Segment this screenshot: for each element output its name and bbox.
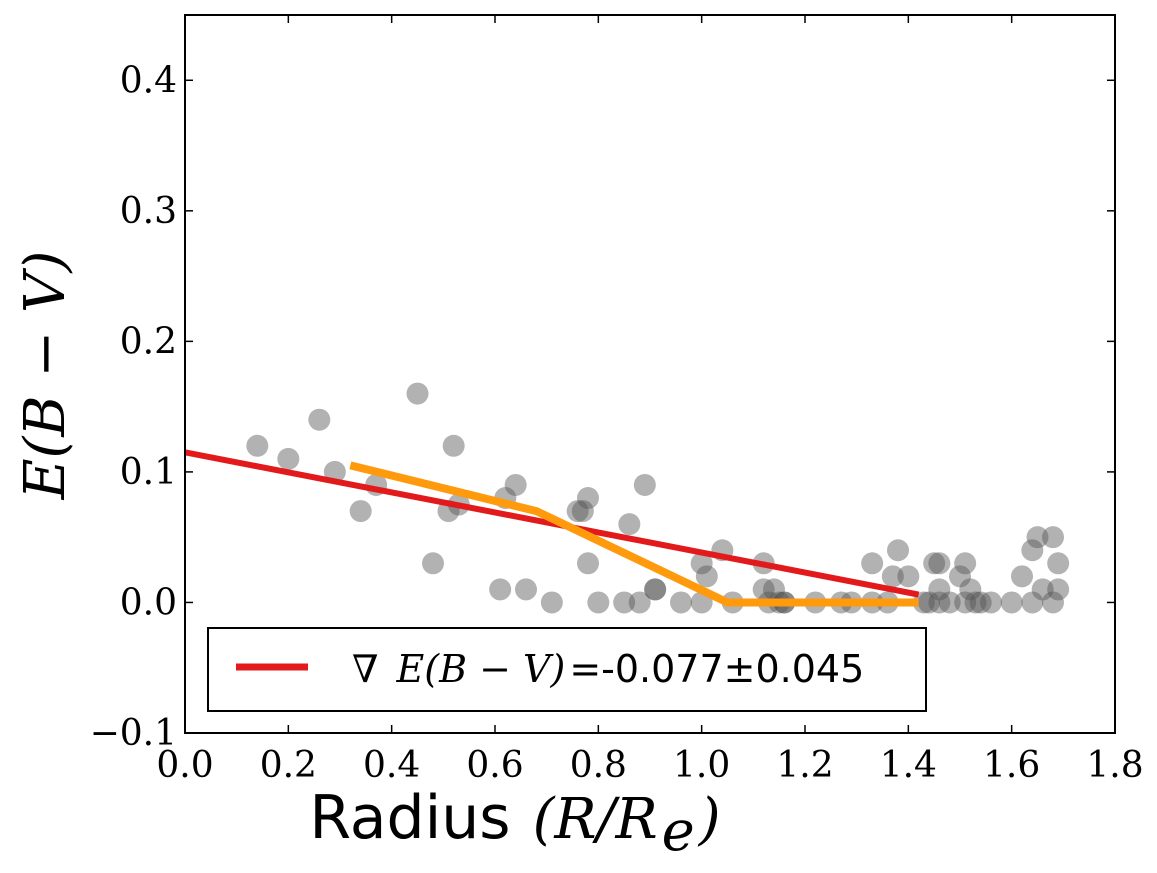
y-tick-label: 0.3 (120, 191, 177, 232)
scatter-point (918, 591, 940, 614)
scatter-point (577, 552, 599, 575)
plot-frame (184, 14, 1116, 734)
svg-text:∇ E(B − V) =-0.077: ∇ E(B − V) =-0.077±0.045 (352, 647, 864, 691)
x-tick-label: 1.4 (880, 745, 937, 786)
scatter-point (1021, 539, 1044, 562)
x-tick-label: 1.0 (673, 745, 730, 786)
scatter-point (964, 591, 987, 614)
x-tick-label: 1.8 (1086, 745, 1143, 786)
scatter-point (928, 591, 951, 614)
scatter-point (422, 552, 444, 575)
scatter-point (670, 591, 692, 614)
profile-line (349, 461, 919, 607)
scatter-point (923, 552, 946, 575)
scatter-point (763, 578, 785, 601)
x-axis-label-text: Radius (309, 783, 510, 853)
scatter-point (881, 565, 904, 588)
scatter-point (628, 591, 651, 614)
scatter-point (633, 473, 656, 496)
x-axis-label-close: ) (698, 787, 721, 852)
scatter-point (969, 591, 992, 614)
legend-math-label: E(B − V) (396, 647, 566, 691)
y-tick-label: 0.1 (120, 452, 177, 493)
scatter-point (587, 591, 610, 614)
scatter-point (540, 591, 563, 614)
scatter-point (1000, 591, 1023, 614)
legend-value: =-0.077±0.045 (569, 647, 864, 691)
scatter-point (504, 473, 527, 496)
scatter-point (613, 591, 636, 614)
scatter-point (489, 578, 512, 601)
x-tick-label: 0.4 (363, 745, 420, 786)
plot-marks (184, 382, 1070, 614)
scatter-point (618, 513, 641, 536)
scatter-point (928, 552, 951, 575)
scatter-point (690, 552, 713, 575)
scatter-point (912, 591, 935, 614)
scatter-point (949, 565, 971, 588)
scatter-point (571, 500, 594, 523)
x-tick-label: 0.8 (570, 745, 627, 786)
scatter-point (1021, 591, 1044, 614)
scatter-point (980, 591, 1002, 614)
scatter-point (644, 578, 667, 601)
scatter-point (577, 487, 599, 510)
legend-nabla-symbol: ∇ (352, 647, 379, 691)
scatter-point (938, 591, 961, 614)
x-axis-label-sub: e (662, 799, 695, 864)
scatter-point (1047, 578, 1070, 601)
y-tick-label: 0.0 (120, 582, 177, 623)
x-tick-label: 0.2 (260, 745, 317, 786)
scatter-point (861, 552, 884, 575)
scatter-point (695, 565, 718, 588)
scatter-point (406, 382, 429, 405)
scatter-point (442, 434, 465, 457)
scatter-point (566, 500, 589, 523)
scatter-point (1011, 565, 1033, 588)
scatter-point (277, 447, 300, 470)
axis-ticks: 0.0 0.2 0.4 0.6 0.8 1.0 1.2 1.4 1.6 1.8−0.10.00.1… (90, 15, 1144, 786)
scatter-point (959, 578, 982, 601)
y-axis-label: E(B − V) (13, 251, 78, 501)
y-tick-label: 0.2 (120, 321, 177, 362)
fit-line (184, 449, 920, 598)
scatter-point (954, 552, 977, 575)
scatter-point (1042, 591, 1064, 614)
scatter-point (1026, 526, 1049, 549)
scatter-point (1042, 526, 1064, 549)
x-axis-label: Radius (R/R e ) (309, 783, 720, 864)
scatter-point (349, 500, 372, 523)
x-tick-label: 0.0 (156, 745, 213, 786)
scatter-point (246, 434, 269, 457)
y-tick-label: 0.4 (120, 60, 177, 101)
scatter-point (897, 565, 920, 588)
legend-box (207, 627, 927, 712)
x-tick-label: 1.6 (983, 745, 1040, 786)
legend: ∇ E(B − V) =-0.077±0.045 (207, 627, 927, 712)
scatter-point (752, 578, 775, 601)
x-tick-label: 0.6 (466, 745, 523, 786)
scatter-point (954, 591, 977, 614)
scatter-point (887, 539, 909, 562)
x-tick-label: 1.2 (776, 745, 833, 786)
scatter-point (928, 578, 951, 601)
scatter-point (515, 578, 537, 601)
x-axis-label-math: (R/R (533, 787, 658, 852)
scatter-point (1031, 578, 1054, 601)
y-tick-label: −0.1 (90, 713, 177, 754)
scatter-point (644, 578, 667, 601)
scatter-point (308, 408, 331, 431)
scatter-point (1047, 552, 1070, 575)
